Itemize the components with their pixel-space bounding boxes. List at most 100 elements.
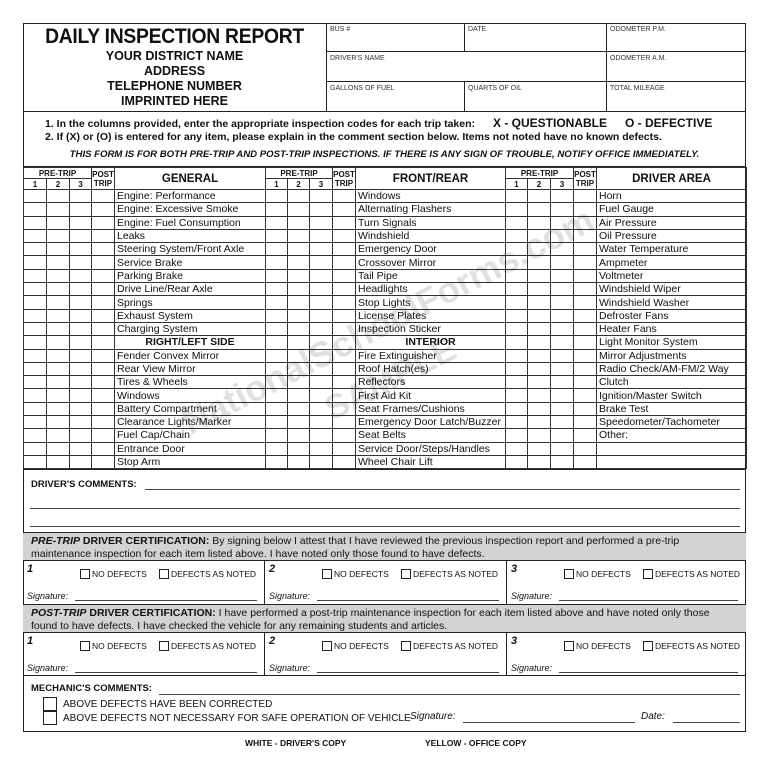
inspection-code-cell[interactable] [23, 242, 47, 257]
inspection-code-cell[interactable] [287, 228, 310, 244]
defects-as-noted-checkbox[interactable] [643, 641, 653, 651]
inspection-code-cell[interactable] [550, 361, 574, 377]
inspection-code-cell[interactable] [550, 441, 574, 456]
inspection-code-cell[interactable] [505, 321, 528, 337]
signature-line[interactable] [559, 600, 738, 601]
inspection-code-cell[interactable] [23, 335, 47, 350]
no-defects-checkbox[interactable] [322, 569, 332, 579]
inspection-code-cell[interactable] [91, 335, 115, 350]
inspection-code-cell[interactable] [309, 242, 333, 257]
inspection-code-cell[interactable] [573, 335, 597, 350]
inspection-code-cell[interactable] [332, 441, 356, 456]
inspection-code-cell[interactable] [332, 228, 356, 244]
inspection-code-cell[interactable] [505, 215, 528, 230]
inspection-code-cell[interactable] [309, 282, 333, 297]
inspection-code-cell[interactable] [46, 188, 70, 204]
defects-as-noted-option[interactable]: DEFECTS AS NOTED [643, 641, 740, 651]
inspection-code-cell[interactable] [309, 295, 333, 310]
inspection-code-cell[interactable] [505, 308, 528, 323]
inspection-code-cell[interactable] [309, 188, 333, 204]
inspection-code-cell[interactable] [332, 361, 356, 377]
inspection-code-cell[interactable] [573, 282, 597, 297]
drivers-name-field[interactable]: DRIVER'S NAME [327, 52, 607, 82]
inspection-code-cell[interactable] [23, 268, 47, 284]
inspection-code-cell[interactable] [332, 348, 356, 363]
inspection-code-cell[interactable] [573, 415, 597, 430]
inspection-code-cell[interactable] [573, 242, 597, 257]
inspection-code-cell[interactable] [573, 188, 597, 204]
inspection-code-cell[interactable] [550, 295, 574, 310]
inspection-code-cell[interactable] [46, 401, 70, 417]
inspection-code-cell[interactable] [91, 454, 115, 470]
inspection-code-cell[interactable] [91, 295, 115, 310]
inspection-code-cell[interactable] [309, 228, 333, 244]
inspection-code-cell[interactable] [23, 228, 47, 244]
quarts-oil-field[interactable]: QUARTS OF OIL [465, 82, 607, 112]
inspection-code-cell[interactable] [287, 401, 310, 417]
inspection-code-cell[interactable] [309, 375, 333, 390]
inspection-code-cell[interactable] [46, 202, 70, 217]
inspection-code-cell[interactable] [573, 295, 597, 310]
inspection-code-cell[interactable] [23, 401, 47, 417]
inspection-code-cell[interactable] [46, 242, 70, 257]
no-defects-option[interactable]: NO DEFECTS [564, 641, 631, 651]
inspection-code-cell[interactable] [505, 388, 528, 403]
inspection-code-cell[interactable] [332, 321, 356, 337]
inspection-code-cell[interactable] [505, 428, 528, 443]
inspection-code-cell[interactable] [265, 228, 288, 244]
inspection-code-cell[interactable] [91, 348, 115, 363]
inspection-code-cell[interactable] [91, 415, 115, 430]
inspection-code-cell[interactable] [527, 202, 551, 217]
mechanic-date-line[interactable] [673, 722, 740, 723]
inspection-code-cell[interactable] [69, 255, 92, 270]
defects-as-noted-checkbox[interactable] [401, 569, 411, 579]
inspection-code-cell[interactable] [69, 361, 92, 377]
inspection-code-cell[interactable] [550, 388, 574, 403]
defects-corrected-checkbox[interactable] [43, 697, 57, 711]
inspection-code-cell[interactable] [573, 441, 597, 456]
inspection-code-cell[interactable] [505, 454, 528, 470]
inspection-code-cell[interactable] [505, 348, 528, 363]
inspection-code-cell[interactable] [46, 415, 70, 430]
defects-as-noted-checkbox[interactable] [401, 641, 411, 651]
total-mileage-field[interactable]: TOTAL MILEAGE [607, 82, 746, 112]
inspection-code-cell[interactable] [23, 375, 47, 390]
inspection-code-cell[interactable] [527, 401, 551, 417]
inspection-code-cell[interactable] [287, 441, 310, 456]
inspection-code-cell[interactable] [69, 348, 92, 363]
inspection-code-cell[interactable] [69, 188, 92, 204]
inspection-code-cell[interactable] [46, 388, 70, 403]
defects-as-noted-checkbox[interactable] [159, 641, 169, 651]
inspection-code-cell[interactable] [23, 202, 47, 217]
inspection-code-cell[interactable] [505, 401, 528, 417]
inspection-code-cell[interactable] [573, 388, 597, 403]
no-defects-option[interactable]: NO DEFECTS [322, 569, 389, 579]
inspection-code-cell[interactable] [505, 441, 528, 456]
inspection-code-cell[interactable] [287, 282, 310, 297]
inspection-code-cell[interactable] [91, 428, 115, 443]
defects-corrected-option[interactable]: ABOVE DEFECTS HAVE BEEN CORRECTED [43, 697, 272, 711]
inspection-code-cell[interactable] [332, 268, 356, 284]
inspection-code-cell[interactable] [287, 188, 310, 204]
inspection-code-cell[interactable] [265, 335, 288, 350]
inspection-code-cell[interactable] [69, 268, 92, 284]
inspection-code-cell[interactable] [309, 415, 333, 430]
signature-line[interactable] [317, 672, 499, 673]
inspection-code-cell[interactable] [550, 401, 574, 417]
inspection-code-cell[interactable] [265, 441, 288, 456]
inspection-code-cell[interactable] [265, 268, 288, 284]
inspection-code-cell[interactable] [46, 282, 70, 297]
inspection-code-cell[interactable] [527, 321, 551, 337]
inspection-code-cell[interactable] [46, 255, 70, 270]
inspection-code-cell[interactable] [550, 321, 574, 337]
inspection-code-cell[interactable] [573, 428, 597, 443]
no-defects-option[interactable]: NO DEFECTS [564, 569, 631, 579]
inspection-code-cell[interactable] [505, 268, 528, 284]
inspection-code-cell[interactable] [265, 388, 288, 403]
inspection-code-cell[interactable] [309, 348, 333, 363]
inspection-code-cell[interactable] [46, 441, 70, 456]
inspection-code-cell[interactable] [265, 242, 288, 257]
inspection-code-cell[interactable] [309, 361, 333, 377]
inspection-code-cell[interactable] [23, 282, 47, 297]
inspection-code-cell[interactable] [527, 454, 551, 470]
